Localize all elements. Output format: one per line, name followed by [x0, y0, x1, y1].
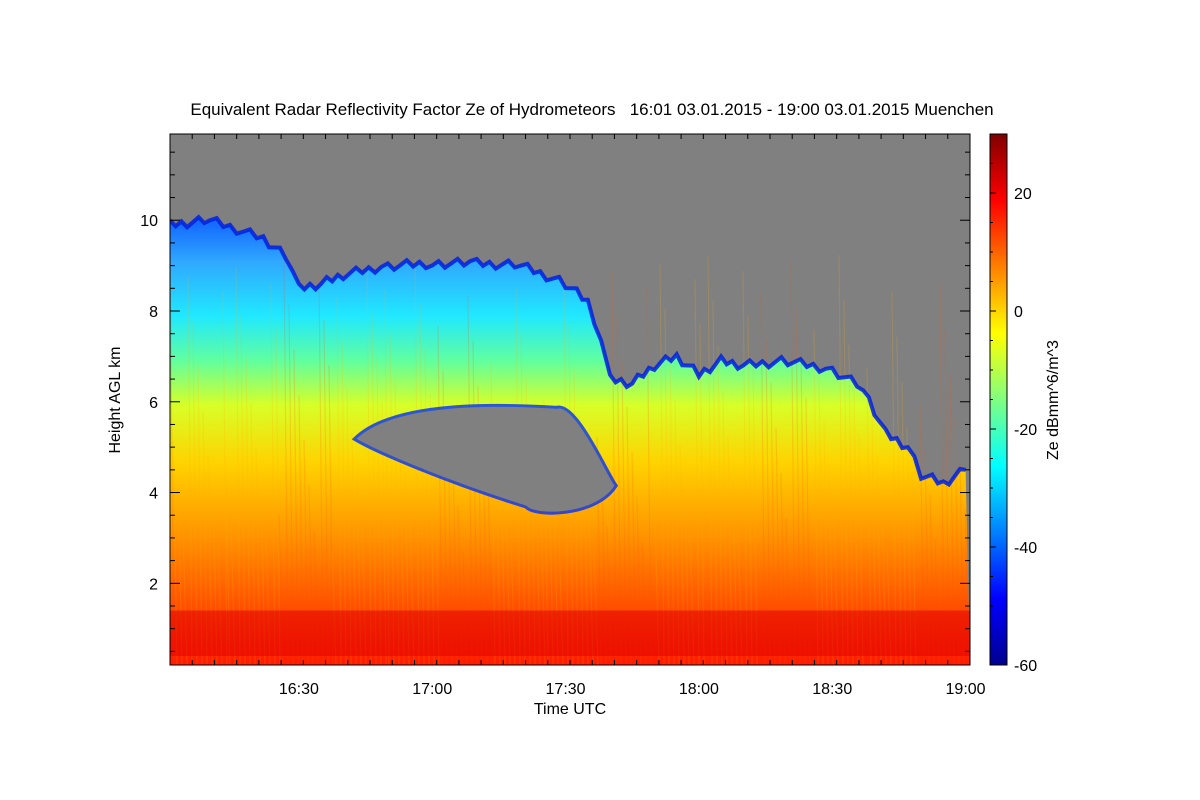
colorbar-label: Ze dBmm^6/m^3: [1045, 340, 1062, 460]
y-tick-label: 10: [140, 213, 158, 230]
cloud-top-edge: [170, 214, 966, 488]
x-tick-label: 19:00: [946, 681, 986, 698]
chart-title: Equivalent Radar Reflectivity Factor Ze …: [190, 100, 993, 119]
colorbar-tick-label: -40: [1014, 540, 1037, 557]
y-axis-label: Height AGL km: [107, 346, 124, 453]
colorbar-tick-label: -20: [1014, 422, 1037, 439]
x-tick-label: 18:30: [812, 681, 852, 698]
y-tick-label: 4: [149, 486, 158, 503]
heatmap-plot-area: [170, 134, 970, 665]
y-axis: 2 4 6 8 10: [140, 151, 970, 652]
x-tick-label: 16:30: [279, 681, 319, 698]
y-tick-label: 6: [149, 395, 158, 412]
x-tick-label: 17:00: [412, 681, 452, 698]
colorbar-tick-label: 20: [1014, 186, 1032, 203]
x-tick-label: 17:30: [546, 681, 586, 698]
x-tick-label: 18:00: [679, 681, 719, 698]
colorbar: 20 0 -20 -40 -60 Ze dBmm^6/m^3: [989, 133, 1062, 675]
x-axis: 16:30 17:00 17:30 18:00 18:30 19:00: [169, 134, 986, 698]
x-axis-label: Time UTC: [534, 701, 606, 718]
colorbar-tick-label: -60: [1014, 658, 1037, 675]
colorbar-tick-label: 0: [1014, 304, 1023, 321]
clear-gap-region: [356, 406, 615, 512]
melting-layer-band: [170, 610, 970, 656]
colorbar-ticks: 20 0 -20 -40 -60: [990, 133, 1037, 675]
y-tick-label: 8: [149, 304, 158, 321]
y-tick-label: 2: [149, 576, 158, 593]
